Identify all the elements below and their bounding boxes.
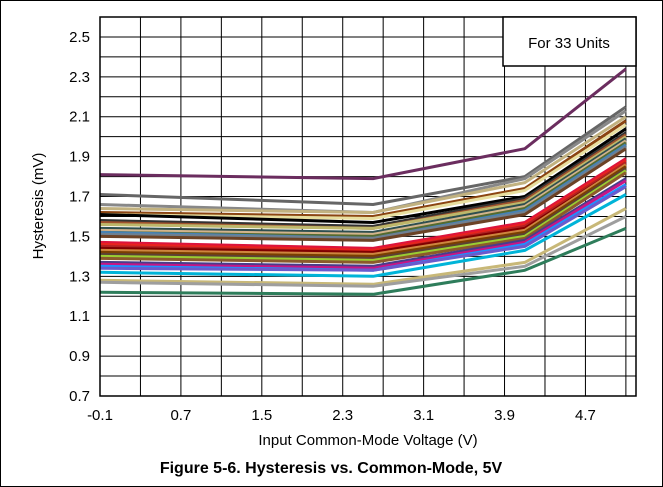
y-tick-label: 0.7 bbox=[69, 388, 90, 405]
series-line-21 bbox=[99, 163, 627, 256]
series-line-1 bbox=[99, 67, 627, 181]
series-line-33 bbox=[99, 227, 627, 296]
figure-caption: Figure 5-6. Hysteresis vs. Common-Mode, … bbox=[160, 460, 503, 477]
series-line-5 bbox=[99, 119, 627, 218]
series-line-12 bbox=[99, 139, 627, 236]
y-tick-label: 1.5 bbox=[69, 228, 90, 245]
y-tick-label: 2.3 bbox=[69, 69, 90, 86]
y-tick-label: 1.9 bbox=[69, 149, 90, 166]
series-line-27 bbox=[99, 179, 627, 270]
x-tick-labels: -0.1 0.7 1.5 2.3 3.1 3.9 4.7 bbox=[87, 407, 596, 424]
x-tick-label: -0.1 bbox=[87, 407, 113, 424]
y-tick-label: 1.7 bbox=[69, 189, 90, 206]
series-line-11 bbox=[99, 137, 627, 234]
series-line-31 bbox=[99, 207, 627, 286]
series-line-24 bbox=[99, 169, 627, 262]
series-line-8 bbox=[99, 131, 627, 228]
y-tick-label: 2.5 bbox=[69, 29, 90, 46]
series-line-6 bbox=[99, 123, 627, 220]
y-tick-label: 2.1 bbox=[69, 109, 90, 126]
series-line-29 bbox=[99, 185, 627, 272]
annotation-text: For 33 Units bbox=[528, 35, 610, 52]
series-line-18 bbox=[99, 159, 627, 252]
series-line-22 bbox=[99, 165, 627, 258]
x-tick-label: 3.9 bbox=[494, 407, 515, 424]
series-line-7 bbox=[99, 127, 627, 224]
y-tick-label: 0.9 bbox=[69, 348, 90, 365]
series-line-16 bbox=[99, 147, 627, 242]
series-line-15 bbox=[99, 145, 627, 240]
series-line-10 bbox=[99, 135, 627, 230]
series-line-4 bbox=[99, 115, 627, 214]
x-tick-label: 0.7 bbox=[170, 407, 191, 424]
y-axis-label: Hysteresis (mV) bbox=[30, 153, 47, 260]
plot-border bbox=[99, 16, 637, 397]
annotation-box: For 33 Units bbox=[502, 16, 637, 67]
x-tick-label: 2.3 bbox=[332, 407, 353, 424]
x-tick-label: 4.7 bbox=[575, 407, 596, 424]
series-line-23 bbox=[99, 167, 627, 260]
series-line-30 bbox=[99, 193, 627, 278]
series-layer bbox=[99, 67, 627, 296]
series-line-3 bbox=[99, 109, 627, 214]
series-line-2 bbox=[99, 105, 627, 206]
y-tick-label: 1.3 bbox=[69, 268, 90, 285]
x-tick-label: 3.1 bbox=[413, 407, 434, 424]
x-axis-label: Input Common-Mode Voltage (V) bbox=[258, 432, 477, 449]
series-line-32 bbox=[99, 215, 627, 288]
y-tick-labels: 0.7 0.9 1.1 1.3 1.5 1.7 1.9 2.1 2.3 2.5 bbox=[69, 29, 90, 405]
series-line-17 bbox=[99, 157, 627, 250]
x-tick-label: 1.5 bbox=[251, 407, 272, 424]
y-tick-label: 1.1 bbox=[69, 308, 90, 325]
series-line-25 bbox=[99, 171, 627, 264]
series-line-26 bbox=[99, 177, 627, 268]
